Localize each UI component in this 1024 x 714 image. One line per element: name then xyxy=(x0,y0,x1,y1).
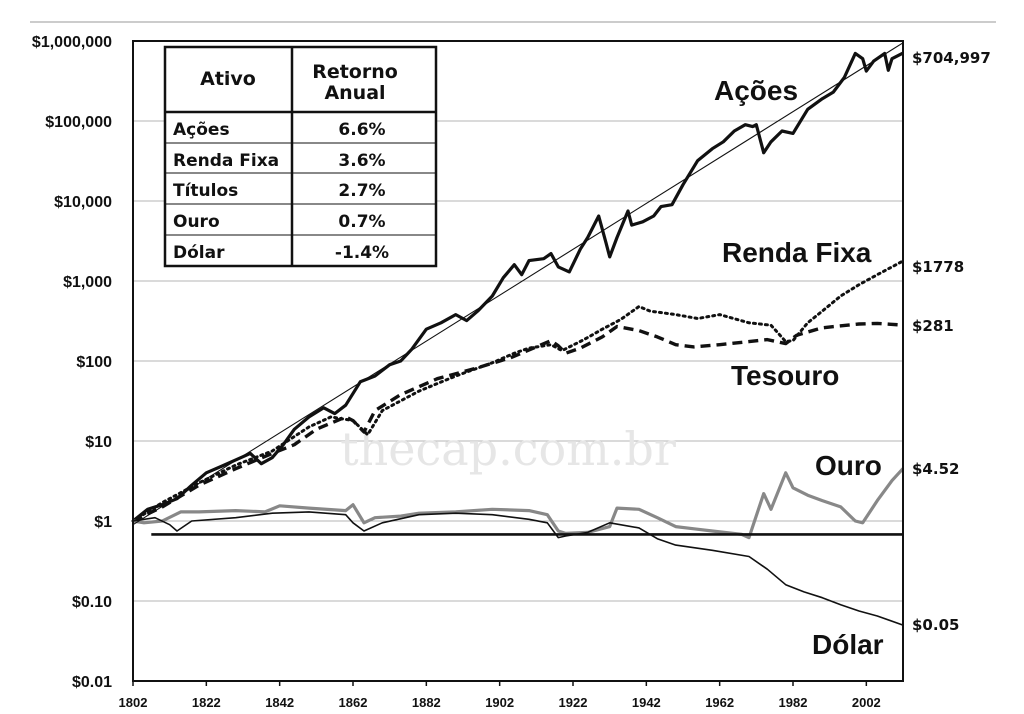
table-cell-return: 2.7% xyxy=(338,181,385,201)
x-tick-label: 1822 xyxy=(192,695,221,710)
x-tick-label: 1882 xyxy=(412,695,441,710)
y-tick-label: $100 xyxy=(76,354,112,371)
table-cell-asset: Ações xyxy=(173,120,230,140)
y-tick-label: $1,000 xyxy=(63,274,112,291)
x-tick-label: 1982 xyxy=(779,695,808,710)
x-tick-label: 1962 xyxy=(705,695,734,710)
y-tick-label: $100,000 xyxy=(45,114,112,131)
table-cell-asset: Títulos xyxy=(173,181,238,201)
table-header-word: Anual xyxy=(324,82,385,104)
x-tick-label: 1942 xyxy=(632,695,661,710)
y-tick-label: $10 xyxy=(85,434,112,451)
series-lines xyxy=(131,42,905,626)
y-tick-label: $1 xyxy=(94,514,112,531)
series-line-dolar xyxy=(132,511,904,626)
series-label-dolar: Dólar xyxy=(812,629,884,660)
y-tick-label: $0.01 xyxy=(72,674,112,691)
series-line-ouro xyxy=(132,467,905,540)
x-tick-label: 1922 xyxy=(559,695,588,710)
table-cell-asset: Renda Fixa xyxy=(173,151,279,171)
y-tick-label: $10,000 xyxy=(54,194,112,211)
table-cell-asset: Ouro xyxy=(173,212,220,232)
table-cell-return: 0.7% xyxy=(338,212,385,232)
series-label-renda-fixa: Renda Fixa xyxy=(722,237,872,268)
x-tick-label: 1902 xyxy=(485,695,514,710)
y-tick-label: $0.10 xyxy=(72,594,112,611)
plot-frame xyxy=(132,40,904,682)
trend-line xyxy=(132,42,904,526)
end-label-dolar: $0.05 xyxy=(912,616,959,634)
series-line-acoes xyxy=(132,51,904,523)
y-tick-label: $1,000,000 xyxy=(32,34,112,51)
table-background xyxy=(163,45,438,268)
x-tick-label: 2002 xyxy=(852,695,881,710)
series-line-renda-fixa xyxy=(131,259,905,523)
table-cell-return: 3.6% xyxy=(338,151,385,171)
watermark: thecap.com.br xyxy=(340,422,676,476)
end-label-acoes: $704,997 xyxy=(912,49,991,67)
x-tick-label: 1862 xyxy=(339,695,368,710)
x-axis-ticks: 1802 1822 1842 1862 1882 1902 1922 1942 1962 1982… xyxy=(119,681,881,710)
table-cell-return: -1.4% xyxy=(335,243,389,263)
end-label-ouro: $4.52 xyxy=(912,460,959,478)
y-axis-ticks: $1,000,000 $100,000 $10,000 $1,000 $100 $10 $1… xyxy=(32,34,112,691)
table-cell-return: 6.6% xyxy=(338,120,385,140)
end-label-renda-fixa: $1778 xyxy=(912,258,964,276)
x-tick-label: 1802 xyxy=(119,695,148,710)
end-label-tesouro: $281 xyxy=(912,317,954,335)
series-label-acoes: Ações xyxy=(714,75,798,106)
series-label-tesouro: Tesouro xyxy=(731,360,839,391)
table-header-ativo: Ativo xyxy=(200,68,256,90)
series-label-ouro: Ouro xyxy=(815,450,882,481)
x-tick-label: 1842 xyxy=(265,695,294,710)
returns-table: Ativo Retorno Anual Ações 6.6% Renda Fixa… xyxy=(163,45,438,268)
table-header-word: Retorno xyxy=(312,61,398,83)
table-cell-asset: Dólar xyxy=(173,243,225,263)
series-line-tesouro xyxy=(132,321,904,523)
table-header-retorno-anual: Retorno Anual xyxy=(312,61,398,104)
